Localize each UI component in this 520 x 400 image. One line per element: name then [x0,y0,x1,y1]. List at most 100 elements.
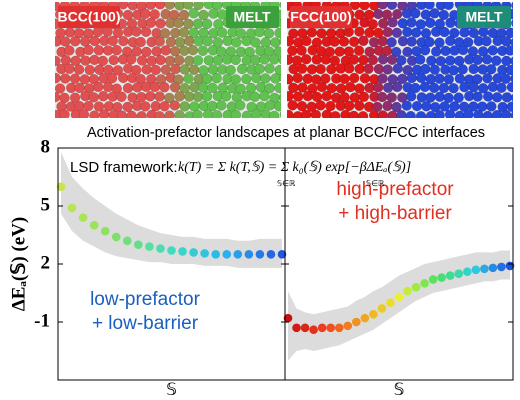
atom [155,18,166,29]
atom [88,92,99,103]
image-label: FCC(100) [290,9,351,25]
atom [126,53,137,65]
atom [273,101,281,112]
atom [443,2,454,11]
atom [481,35,492,47]
point [360,313,370,323]
atom [296,63,308,74]
atom [391,81,403,93]
atom [373,8,384,20]
atom [345,81,356,93]
atom [189,81,200,93]
point [156,244,165,253]
atom [59,109,70,118]
atom [343,26,354,38]
atom [376,91,388,103]
atom [430,46,442,57]
atom [64,27,76,38]
atom [278,92,281,102]
atom [434,110,445,118]
y-tick-label: 5 [41,194,51,215]
atom [241,35,252,47]
atom [501,92,513,103]
y-tick-label: 2 [41,252,51,273]
annotation: + low-barrier [92,313,199,334]
atom [434,37,445,48]
atom [149,9,160,20]
atom [382,26,394,38]
atom [506,81,513,93]
atom [421,100,432,112]
atom [358,35,369,47]
atom [382,82,394,93]
atom [164,92,175,104]
point [211,250,220,259]
atom [164,2,176,10]
atom [159,100,170,112]
atom [182,2,194,10]
atom [482,110,494,118]
atom [122,82,134,94]
atom [127,2,139,11]
atom [192,91,204,103]
atom [118,35,129,47]
atom [382,64,393,75]
atom [270,37,281,48]
point [352,317,361,327]
atom [202,109,214,118]
atom [268,110,280,118]
atom [486,63,497,75]
atom [359,73,371,84]
atom [387,110,398,118]
point [454,269,464,278]
atom [445,17,456,29]
atom [510,73,513,84]
atom [420,63,431,75]
atom [264,63,275,74]
atom [349,72,360,84]
atom [386,37,397,48]
atom [197,45,209,56]
point [283,313,293,323]
point [471,265,481,275]
atom [139,101,151,112]
point [134,240,143,249]
atom [287,73,294,85]
atom [301,35,312,47]
atom [391,101,402,113]
atom [126,110,137,118]
atom [97,55,109,67]
atom [472,54,483,66]
point [244,250,254,259]
atom [106,72,118,84]
atom [486,101,497,112]
atom [269,54,280,65]
formula: k(T) = Σ k(T,𝕊) = Σ k₀(𝕊) exp[−βΔEₐ(𝕊)] [178,160,411,175]
atom [131,26,142,37]
atom [187,44,199,56]
atom [122,101,133,113]
point [463,267,472,277]
atom [279,110,281,118]
atom [292,91,304,102]
atom [343,46,355,57]
atom [201,73,213,85]
atom [254,26,265,38]
atom [359,2,370,11]
atom [386,92,397,103]
atom [69,92,81,103]
point [167,246,176,255]
atom [230,74,242,85]
atom [353,45,365,56]
atom [472,91,483,102]
image-label: MELT [465,9,503,25]
atom [296,45,307,56]
atom [135,36,146,48]
atom [132,82,143,93]
atom [354,100,365,112]
atom [468,63,479,75]
atom [510,37,513,47]
atom [98,90,109,102]
atom [69,36,81,47]
atom [155,54,166,66]
